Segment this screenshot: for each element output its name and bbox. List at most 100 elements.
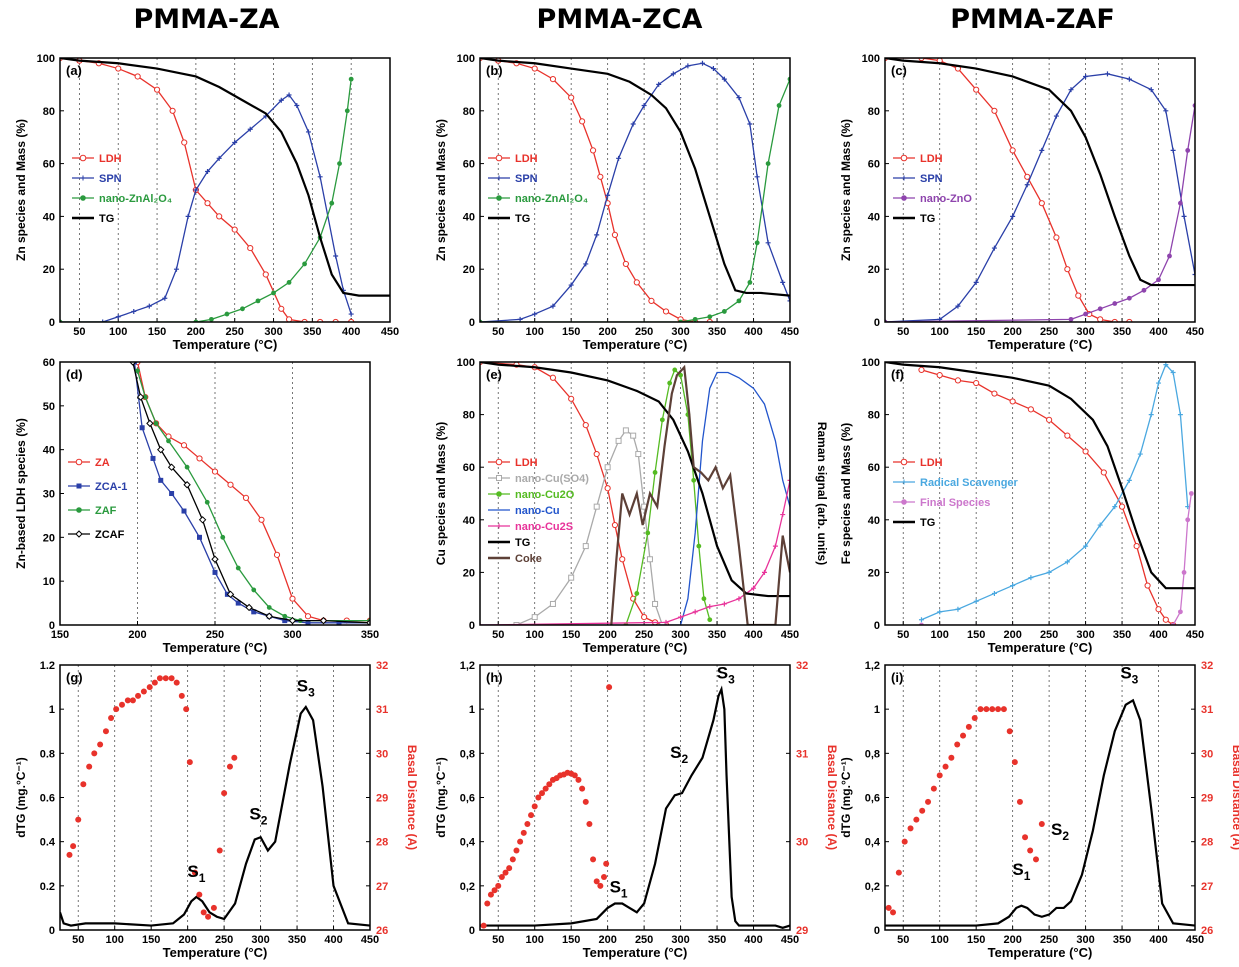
data-point-basal-distance bbox=[221, 790, 228, 797]
y-tick-label: 20 bbox=[463, 567, 475, 579]
legend-label: TG bbox=[515, 537, 530, 549]
annotation-sub: 3 bbox=[1132, 672, 1139, 686]
y-tick-label: 0,2 bbox=[460, 881, 475, 893]
x-tick-label: 150 bbox=[967, 934, 985, 946]
data-point-ldh bbox=[1038, 200, 1045, 207]
data-point-nano-zno bbox=[1178, 200, 1183, 206]
x-tick-label: 300 bbox=[671, 326, 689, 338]
x-axis-label: Temperature (°C) bbox=[583, 945, 688, 960]
data-point-ldh bbox=[1155, 606, 1162, 613]
legend-label: LDH bbox=[99, 153, 122, 165]
y-axis-label: Zn species and Mass (%) bbox=[434, 119, 448, 261]
y2-tick-label: 28 bbox=[376, 837, 388, 849]
x-tick-label: 350 bbox=[708, 629, 726, 641]
data-point-basal-distance bbox=[484, 900, 491, 907]
legend-label: nano-Cu(SO4) bbox=[515, 473, 589, 485]
column-title-zca: PMMA-ZCA bbox=[536, 4, 703, 35]
x-tick-label: 300 bbox=[671, 934, 689, 946]
data-point-nano-cu2s bbox=[707, 604, 713, 610]
data-point-zca-1 bbox=[235, 600, 241, 606]
data-point-basal-distance bbox=[162, 675, 169, 682]
y-tick-label: 0,2 bbox=[865, 881, 880, 893]
series-line-nano-zno bbox=[885, 105, 1195, 322]
y2-tick-label: 29 bbox=[796, 925, 808, 937]
data-point-nano-cu2s bbox=[772, 543, 778, 549]
data-point-nano-cu2s bbox=[721, 601, 727, 607]
series-line-dtg bbox=[480, 685, 790, 929]
data-point-zca-1 bbox=[282, 618, 288, 624]
data-point-radical-scavenger bbox=[973, 598, 979, 604]
data-point-spn bbox=[100, 319, 106, 322]
x-tick-label: 100 bbox=[526, 326, 544, 338]
data-point-basal-distance bbox=[601, 874, 607, 880]
data-point-ldh bbox=[1024, 173, 1031, 180]
y-axis-label: dTG (mg.°C⁻¹) bbox=[14, 757, 28, 837]
x-tick-label: 100 bbox=[109, 326, 127, 338]
legend-marker bbox=[75, 530, 83, 538]
y-tick-label: 0,8 bbox=[865, 748, 880, 760]
y-tick-label: 1,2 bbox=[865, 660, 880, 672]
data-point-spn bbox=[685, 63, 691, 69]
y2-tick-label: 31 bbox=[376, 704, 388, 716]
y2-axis-label: Basal Distance (A) bbox=[405, 745, 419, 850]
data-point-basal-distance bbox=[606, 684, 613, 691]
x-tick-label: 350 bbox=[708, 934, 726, 946]
data-point-nano-cu2s bbox=[761, 569, 767, 575]
data-point-basal-distance bbox=[1006, 728, 1013, 735]
data-point-basal-distance bbox=[216, 847, 223, 854]
data-point-basal-distance bbox=[200, 909, 207, 916]
data-point-nano-zno bbox=[1112, 301, 1118, 306]
data-point-basal-distance bbox=[196, 891, 203, 898]
data-point-nano-znal-o- bbox=[721, 309, 727, 314]
data-point-spn bbox=[317, 174, 323, 180]
annotation-base: S bbox=[297, 677, 308, 696]
data-point-ldh bbox=[1075, 292, 1082, 299]
data-point-ldh bbox=[662, 308, 670, 315]
data-point-ldh bbox=[918, 366, 925, 373]
data-point-spn bbox=[1039, 147, 1045, 153]
data-point-basal-distance bbox=[124, 697, 131, 704]
annotation-base: S bbox=[610, 877, 621, 896]
x-tick-label: 250 bbox=[215, 934, 233, 946]
data-point-final-species bbox=[1185, 517, 1191, 523]
panel-label: (b) bbox=[486, 63, 503, 78]
data-point-basal-distance bbox=[495, 882, 502, 889]
y-tick-label: 100 bbox=[862, 357, 880, 369]
data-point-nano-znal-o- bbox=[707, 314, 713, 320]
legend-label: Coke bbox=[515, 553, 542, 565]
data-point-basal-distance bbox=[571, 772, 578, 779]
y-tick-label: 40 bbox=[43, 445, 55, 457]
data-point-basal-distance bbox=[119, 701, 125, 708]
y2-tick-label: 29 bbox=[1201, 793, 1213, 805]
data-point-basal-distance bbox=[885, 904, 892, 911]
series-line-dtg bbox=[885, 698, 1195, 927]
y2-tick-label: 26 bbox=[1201, 925, 1213, 937]
series-line-zca-1 bbox=[133, 362, 370, 624]
data-point-nano-zno bbox=[1185, 148, 1191, 153]
data-point-spn bbox=[205, 169, 211, 175]
y-tick-label: 40 bbox=[868, 515, 880, 527]
y-tick-label: 20 bbox=[43, 264, 55, 276]
x-tick-label: 350 bbox=[1113, 326, 1131, 338]
data-point-basal-distance bbox=[539, 790, 545, 797]
data-point-zcaf bbox=[288, 616, 297, 625]
data-point-basal-distance bbox=[517, 838, 524, 845]
data-point-radical-scavenger bbox=[1156, 380, 1162, 386]
data-point-zaf bbox=[251, 587, 257, 593]
data-point-basal-distance bbox=[942, 763, 949, 770]
data-point-spn bbox=[721, 76, 727, 82]
x-tick-label: 200 bbox=[178, 934, 196, 946]
data-point-spn bbox=[517, 316, 523, 322]
data-point-basal-distance bbox=[995, 706, 1002, 713]
legend-label: nano-ZnAl₂O₄ bbox=[99, 193, 172, 205]
x-tick-label: 150 bbox=[148, 326, 166, 338]
series-group bbox=[129, 362, 370, 625]
x-tick-label: 350 bbox=[288, 934, 306, 946]
peak-annotation: S1 bbox=[610, 877, 628, 900]
x-tick-label: 250 bbox=[1040, 934, 1058, 946]
y2-tick-label: 32 bbox=[796, 660, 808, 672]
data-point-basal-distance bbox=[178, 692, 185, 699]
data-point-basal-distance bbox=[1022, 834, 1029, 841]
data-point-nano-znal-o- bbox=[765, 161, 771, 167]
data-point-basal-distance bbox=[1027, 847, 1034, 854]
